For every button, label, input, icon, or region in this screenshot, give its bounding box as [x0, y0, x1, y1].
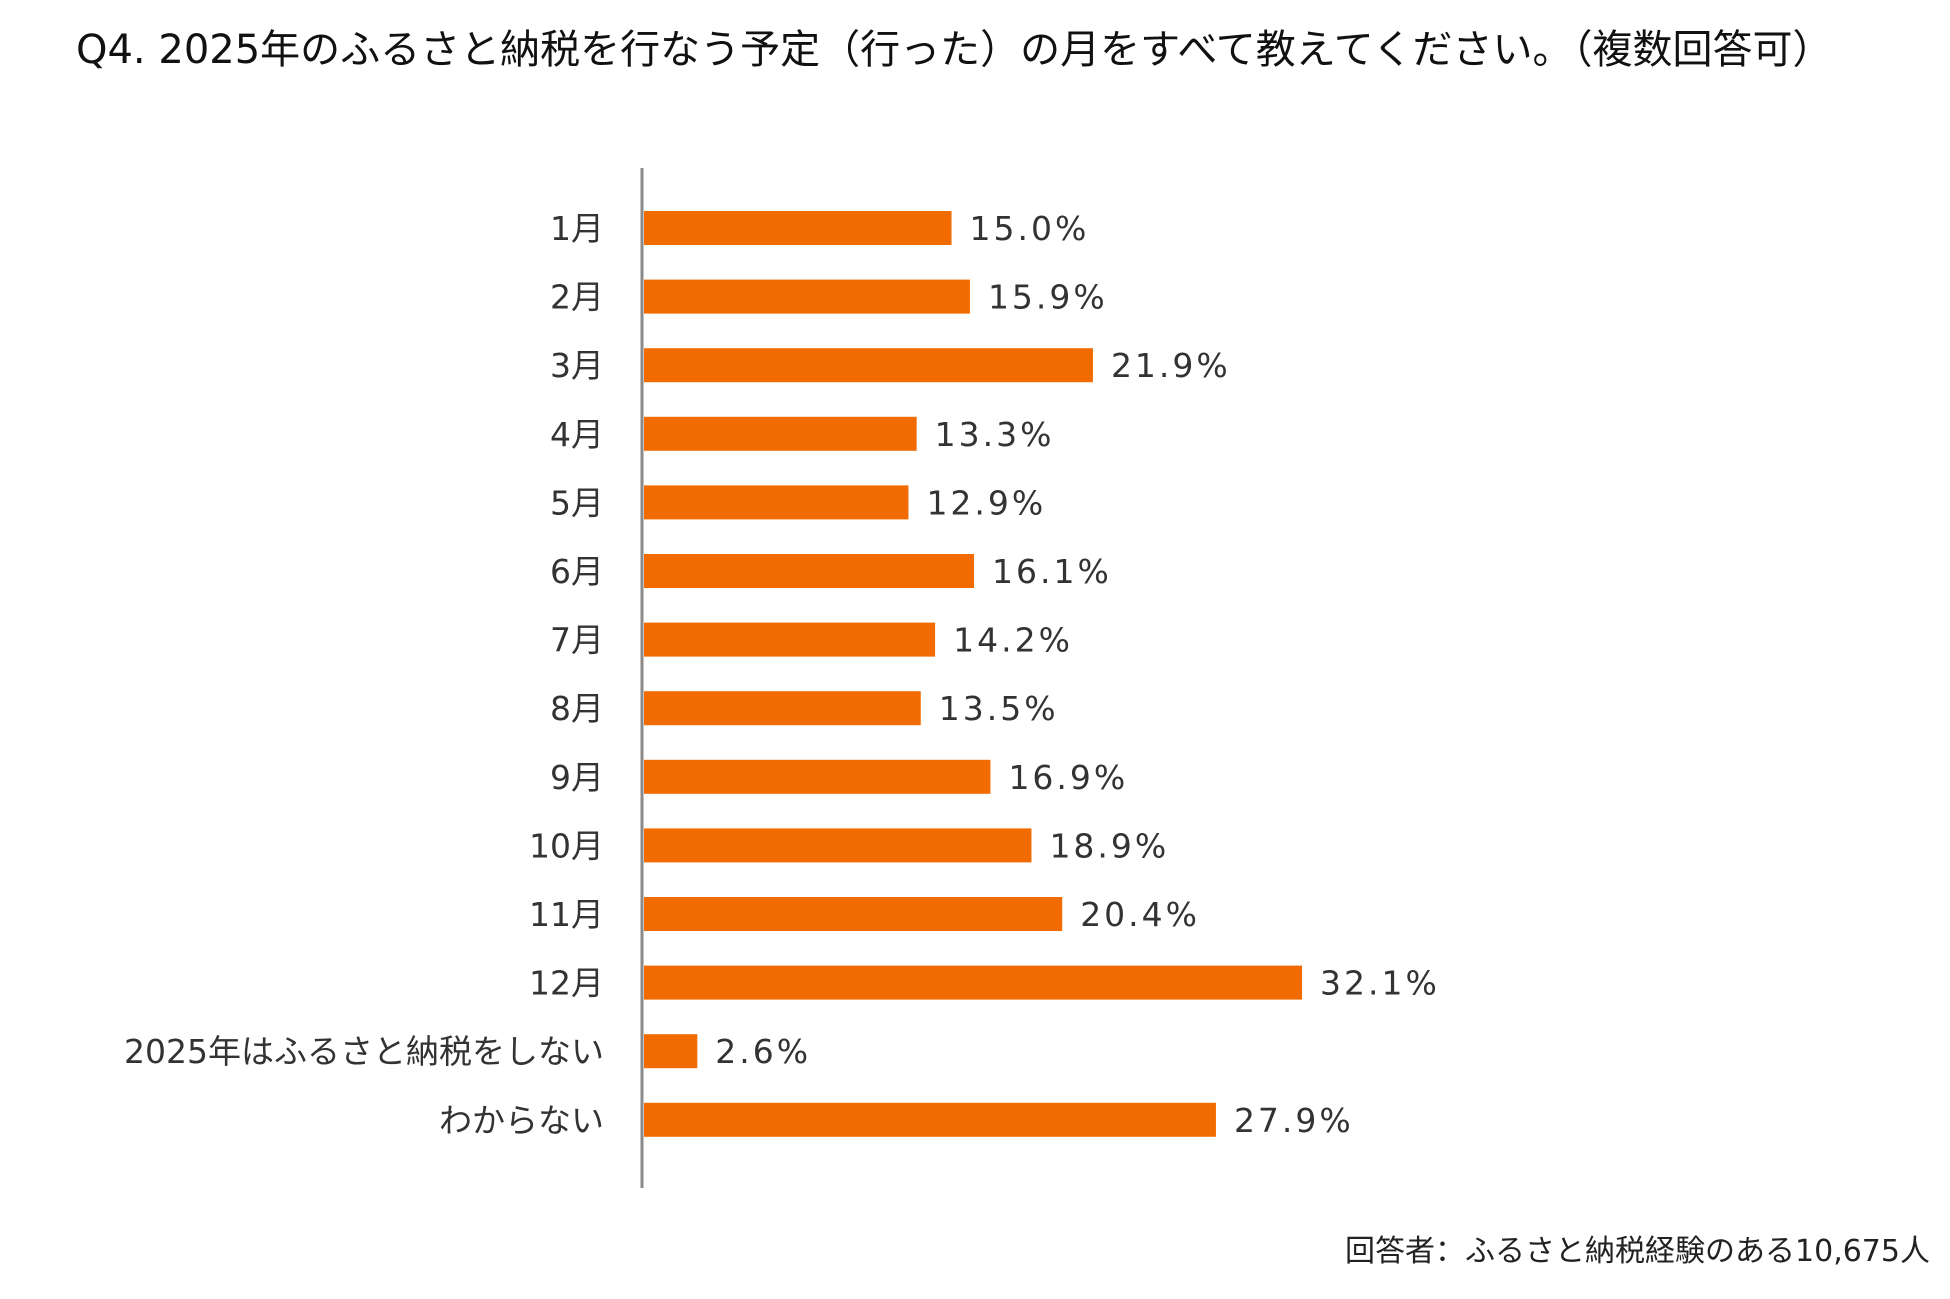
category-label-5: 5月	[550, 483, 604, 522]
value-label-11: 20.4%	[1080, 895, 1200, 934]
value-label-9: 16.9%	[1008, 758, 1128, 797]
value-label-12: 32.1%	[1320, 964, 1440, 1003]
bar-1	[644, 211, 952, 245]
category-label-9: 9月	[550, 758, 604, 797]
value-label-6: 16.1%	[992, 552, 1112, 591]
category-label-12: 12月	[529, 964, 604, 1003]
category-label-13: 2025年はふるさと納税をしない	[124, 1032, 604, 1071]
category-label-2: 2月	[550, 278, 604, 317]
value-label-8: 13.5%	[939, 689, 1059, 728]
category-label-11: 11月	[529, 895, 604, 934]
value-label-13: 2.6%	[715, 1032, 811, 1071]
bar-9	[644, 759, 991, 794]
bar-13	[644, 1034, 698, 1069]
bar-7	[644, 622, 936, 657]
bar-5	[644, 485, 909, 520]
category-label-7: 7月	[550, 621, 604, 660]
category-label-14: わからない	[439, 1101, 604, 1140]
bar-3	[644, 348, 1093, 383]
respondent-note: 回答者：ふるさと納税経験のある10,675人	[1345, 1234, 1930, 1269]
category-label-10: 10月	[529, 826, 604, 865]
bar-8	[644, 691, 921, 726]
value-label-2: 15.9%	[988, 278, 1108, 317]
question-title: Q4. 2025年のふるさと納税を行なう予定（行った）の月をすべて教えてください…	[76, 27, 1833, 73]
value-label-4: 13.3%	[935, 415, 1055, 454]
value-label-1: 15.0%	[970, 209, 1090, 248]
bar-2	[644, 279, 970, 314]
value-label-14: 27.9%	[1234, 1101, 1354, 1140]
bar-12	[644, 965, 1303, 1000]
bar-14	[644, 1102, 1216, 1137]
value-label-3: 21.9%	[1111, 346, 1231, 385]
bar-4	[644, 416, 917, 451]
bars-group: 1月 15.0% 2月 15.9% 3月 21.9% 4月 13.3% 5月 12.9% 6月 16.…	[124, 209, 1440, 1140]
bar-10	[644, 828, 1032, 863]
value-label-5: 12.9%	[926, 483, 1046, 522]
value-label-10: 18.9%	[1049, 826, 1169, 865]
category-label-3: 3月	[550, 346, 604, 385]
bar-11	[644, 897, 1063, 931]
value-label-7: 14.2%	[953, 621, 1073, 660]
category-label-6: 6月	[550, 552, 604, 591]
bar-6	[644, 554, 975, 588]
category-label-4: 4月	[550, 415, 604, 454]
category-label-8: 8月	[550, 689, 604, 728]
category-label-1: 1月	[550, 209, 604, 248]
